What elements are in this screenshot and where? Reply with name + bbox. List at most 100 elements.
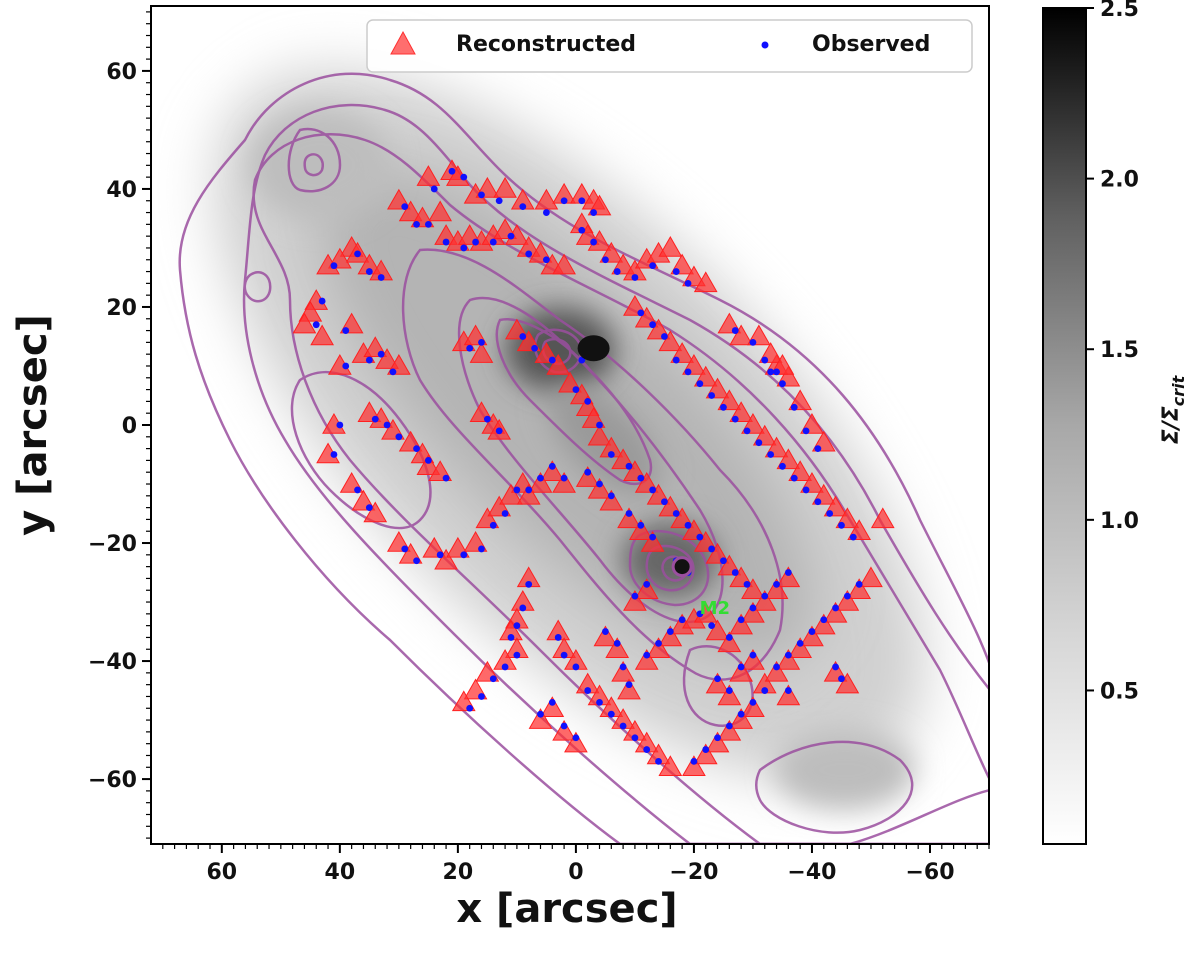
observed-point — [501, 663, 509, 671]
observed-point — [442, 474, 450, 482]
observed-point — [720, 403, 727, 411]
observed-point — [560, 651, 568, 659]
observed-point — [714, 675, 721, 683]
observed-point — [513, 622, 521, 630]
observed-point — [466, 344, 474, 352]
observed-point — [590, 238, 598, 246]
observed-point — [413, 557, 420, 565]
observed-point — [342, 327, 350, 334]
observed-point — [779, 380, 786, 388]
reconstructed-point — [835, 590, 860, 611]
observed-point — [708, 622, 716, 630]
colorbar-tick-label: 2.0 — [1100, 168, 1139, 193]
reconstructed-point — [564, 731, 588, 753]
observed-point — [596, 480, 603, 488]
observed-point — [725, 634, 733, 641]
reconstructed-point — [776, 684, 801, 706]
x-tick-label: −40 — [787, 860, 836, 885]
observed-point — [684, 368, 692, 376]
density-peaks — [577, 335, 693, 578]
reconstructed-point — [528, 708, 553, 729]
x-tick-label: 20 — [443, 860, 474, 885]
observed-point — [613, 268, 621, 275]
reconstructed-point — [764, 660, 789, 682]
observed-point — [749, 698, 757, 706]
observed-point — [596, 698, 603, 706]
observed-point — [708, 545, 716, 553]
observed-point — [690, 757, 698, 765]
x-tick-label: 40 — [325, 860, 356, 885]
observed-point — [802, 486, 810, 494]
reconstructed-point — [434, 548, 458, 570]
observed-point — [607, 451, 615, 458]
observed-point — [714, 734, 721, 742]
reconstructed-point — [741, 649, 765, 670]
observed-point — [737, 710, 745, 718]
y-axis-ticks: 60 40 20 0 −20 −40 −60 — [88, 11, 151, 839]
colorbar-tick-label: 1.5 — [1100, 338, 1139, 363]
reconstructed-point — [752, 590, 777, 611]
observed-point — [602, 256, 609, 264]
observed-point — [537, 710, 544, 718]
observed-point — [761, 356, 769, 364]
reconstructed-point — [552, 253, 576, 275]
observed-point — [489, 675, 497, 683]
observed-point — [436, 551, 444, 559]
reconstructed-point — [741, 601, 765, 623]
observed-point — [537, 474, 544, 482]
reconstructed-point — [623, 590, 647, 611]
reconstructed-point — [628, 519, 653, 540]
colorbar-ticks: 0.5 1.0 1.5 2.0 2.5 — [1086, 0, 1139, 704]
y-tick-label: 20 — [106, 296, 137, 321]
observed-point — [596, 421, 603, 429]
observed-point — [613, 639, 621, 647]
observed-point — [767, 368, 775, 376]
observed-point — [832, 663, 839, 671]
observed-point — [684, 521, 692, 529]
observed-point — [773, 663, 780, 671]
reconstructed-point — [729, 324, 754, 346]
observed-point — [472, 238, 479, 246]
observed-point — [513, 486, 521, 494]
observed-point — [725, 722, 733, 730]
observed-point — [720, 557, 727, 565]
reconstructed-point — [516, 483, 541, 505]
observed-point — [696, 610, 704, 618]
reconstructed-point — [634, 578, 659, 599]
observed-point — [590, 209, 598, 216]
observed-point — [855, 580, 863, 588]
observed-point — [649, 486, 657, 494]
observed-point — [424, 220, 432, 228]
reconstructed-point — [292, 312, 317, 334]
observed-point — [507, 232, 515, 240]
observed-point — [519, 604, 527, 612]
reconstructed-point — [741, 696, 765, 718]
reconstructed-point — [593, 625, 618, 647]
observed-point — [625, 681, 633, 689]
reconstructed-point — [528, 472, 553, 493]
observed-point — [749, 651, 757, 659]
observed-point — [330, 262, 338, 270]
observed-point — [584, 397, 592, 405]
observed-point — [336, 421, 344, 429]
observed-point — [607, 492, 615, 500]
observed-point — [448, 167, 456, 175]
observed-markers — [312, 167, 863, 765]
reconstructed-point — [540, 696, 565, 718]
observed-point — [460, 173, 468, 181]
x-axis-ticks: 60 40 20 0 −20 −40 −60 — [162, 844, 990, 885]
reconstructed-point — [469, 342, 494, 363]
observed-point — [389, 368, 397, 376]
reconstructed-point — [717, 719, 742, 741]
reconstructed-point — [310, 324, 335, 346]
reconstructed-point — [847, 578, 872, 599]
observed-point — [637, 521, 645, 529]
reconstructed-point — [634, 649, 659, 670]
reconstructed-point — [493, 176, 517, 198]
reconstructed-point — [416, 165, 441, 186]
observed-point — [413, 220, 420, 228]
observed-point — [784, 687, 792, 694]
colorbar-tick-label: 0.5 — [1100, 679, 1139, 704]
observed-point — [814, 445, 822, 453]
